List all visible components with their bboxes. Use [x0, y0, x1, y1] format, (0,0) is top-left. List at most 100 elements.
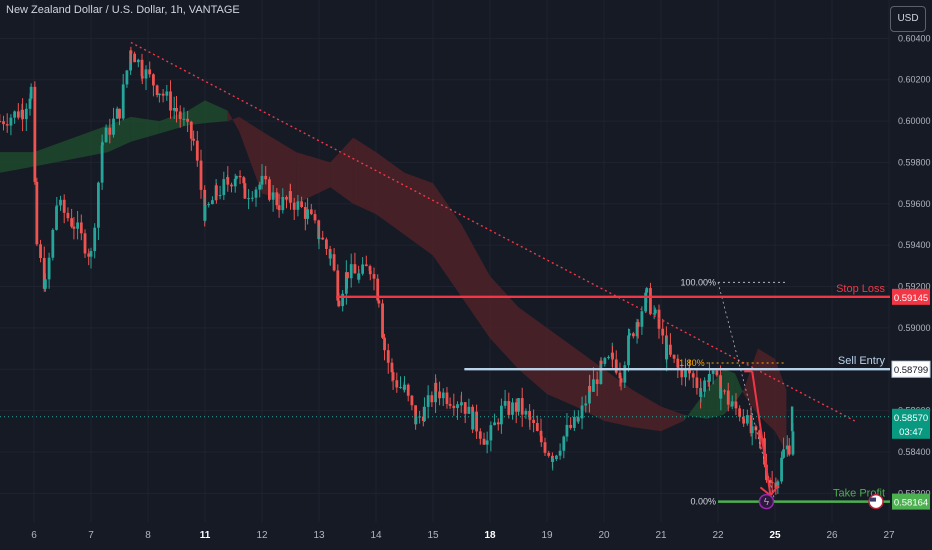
- candle-body: [178, 111, 182, 120]
- candle-body: [580, 405, 584, 419]
- time-axis[interactable]: 6 7 8 11 12 13 14 15 18 19 20 21 22 25 26 27: [0, 522, 932, 550]
- candle-body: [588, 386, 592, 392]
- candle-body: [341, 293, 345, 307]
- candle-down: [535, 415, 539, 432]
- candle-body: [607, 356, 610, 359]
- candle-body: [97, 182, 100, 228]
- candle-up: [627, 328, 630, 372]
- candle-up: [555, 454, 558, 462]
- candle-down: [520, 387, 524, 427]
- candle-down: [268, 176, 271, 202]
- candle-body: [313, 214, 317, 221]
- time-axis-bg: [0, 522, 932, 550]
- candle-down: [680, 364, 684, 386]
- candle-up: [708, 362, 711, 391]
- candle-down: [309, 203, 313, 216]
- candle-up: [172, 96, 176, 119]
- candle-body: [543, 442, 547, 453]
- time-tick: 25: [769, 530, 781, 541]
- cloud-bull: [187, 100, 205, 126]
- candle-up: [426, 385, 430, 419]
- candle-body: [539, 435, 543, 443]
- trendline[interactable]: [130, 41, 856, 422]
- fib-0-label: 0.00%: [690, 497, 716, 507]
- candle-up: [603, 356, 607, 367]
- candle-down: [395, 372, 399, 393]
- candle-body: [233, 178, 237, 187]
- candle-body: [172, 107, 176, 111]
- candle-down: [2, 115, 5, 131]
- candle-body: [104, 127, 108, 143]
- current-price-tag[interactable]: [892, 408, 930, 439]
- candle-down: [383, 333, 386, 361]
- candle-body: [430, 395, 434, 403]
- candle-body: [614, 359, 618, 373]
- candle-down: [313, 209, 317, 224]
- candle-body: [770, 482, 774, 484]
- candle-up: [112, 107, 115, 138]
- candle-up: [558, 443, 562, 460]
- candle-down: [734, 393, 738, 416]
- candle-up: [76, 210, 80, 240]
- candle-up: [592, 367, 595, 392]
- candle-body: [346, 272, 349, 279]
- candle-body: [708, 373, 711, 382]
- price-tick: 0.58200: [898, 488, 931, 498]
- candle-body: [254, 189, 258, 198]
- candle-down: [619, 375, 623, 391]
- candle-body: [711, 370, 715, 374]
- candle-body: [79, 222, 83, 234]
- candle-body: [636, 322, 640, 327]
- time-tick: 18: [484, 530, 496, 541]
- candle-down: [337, 292, 341, 308]
- candle-down: [353, 252, 357, 274]
- candle-body: [186, 118, 190, 122]
- candle-body: [317, 237, 321, 240]
- candle-body: [485, 440, 489, 445]
- candle-body: [426, 395, 430, 407]
- candle-body: [644, 292, 648, 312]
- take-profit-tag[interactable]: [892, 493, 930, 510]
- candle-up: [89, 247, 93, 269]
- price-tick: 0.60200: [898, 75, 931, 85]
- candle-down: [332, 248, 336, 272]
- candle-body: [406, 384, 410, 396]
- candle-body: [517, 398, 520, 412]
- candle-up: [329, 251, 332, 266]
- sell-entry-tag[interactable]: [891, 360, 931, 378]
- projection-arrow[interactable]: [751, 371, 772, 496]
- candle-down: [372, 267, 376, 291]
- cloud-bear: [547, 327, 576, 407]
- event-marker-icon[interactable]: [758, 493, 775, 510]
- time-tick: 6: [31, 530, 37, 541]
- candle-body: [482, 438, 486, 445]
- currency-button[interactable]: USD: [890, 6, 926, 32]
- candle-body: [719, 390, 723, 399]
- candle-body: [768, 480, 772, 483]
- candle-down: [133, 51, 137, 63]
- candle-down: [226, 166, 230, 192]
- candle-up: [745, 409, 749, 426]
- cloud-bear: [461, 224, 490, 339]
- time-tick: 22: [712, 530, 724, 541]
- candle-down: [62, 194, 66, 224]
- candle-up: [9, 114, 13, 136]
- candle-down: [33, 81, 37, 185]
- candle-up: [684, 358, 687, 387]
- candle-body: [376, 278, 380, 301]
- candle-body: [70, 218, 74, 227]
- time-tick: 15: [427, 530, 439, 541]
- candle-body: [496, 422, 500, 425]
- candle-down: [346, 272, 349, 289]
- candle-down: [178, 105, 182, 128]
- stop-loss-tag[interactable]: [892, 288, 930, 305]
- symbol-title[interactable]: New Zealand Dollar / U.S. Dollar, 1h, VA…: [6, 4, 240, 16]
- candle-up: [104, 124, 108, 143]
- candle-body: [395, 380, 399, 388]
- candle-body: [300, 201, 304, 208]
- price-axis[interactable]: 0.582000.584000.586000.588000.590000.592…: [890, 0, 932, 550]
- candle-body: [275, 192, 279, 206]
- candle-body: [321, 237, 325, 240]
